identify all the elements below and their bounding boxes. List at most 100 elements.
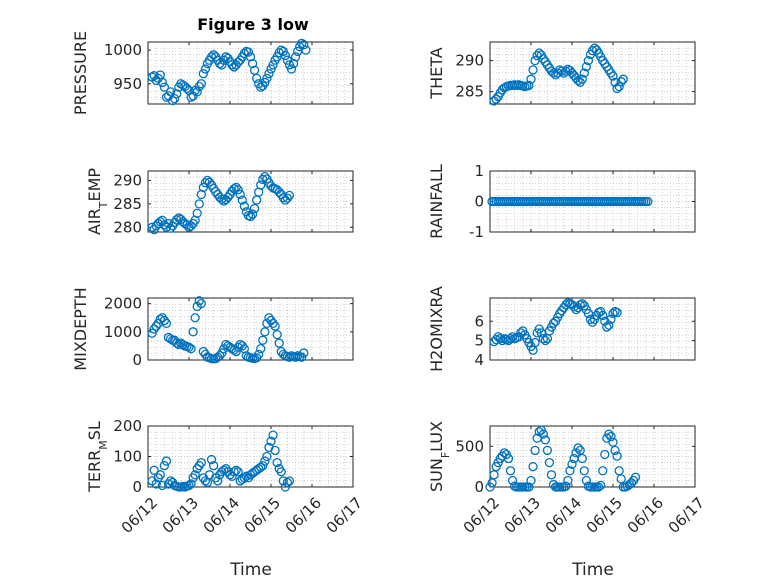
data-point	[587, 46, 598, 56]
data-point	[215, 351, 225, 361]
data-point	[587, 317, 598, 327]
data-point	[577, 453, 587, 464]
data-point	[561, 481, 571, 491]
x-axis-label-right: Time	[571, 560, 614, 580]
data-point	[245, 211, 256, 222]
data-point	[614, 81, 624, 92]
data-point	[217, 194, 227, 204]
data-point	[579, 466, 589, 476]
data-point	[567, 459, 577, 469]
data-point	[229, 467, 239, 477]
data-point	[290, 352, 301, 362]
y-tick-label: 6	[474, 312, 484, 330]
data-point	[249, 203, 260, 214]
data-point	[604, 320, 614, 330]
data-point	[573, 75, 583, 86]
data-point	[618, 74, 628, 84]
data-point	[196, 79, 206, 89]
data-point	[151, 321, 161, 331]
data-point	[526, 74, 536, 84]
data-point	[297, 38, 307, 48]
data-point	[266, 436, 276, 446]
data-point	[184, 480, 194, 491]
data-point	[190, 470, 200, 480]
data-point	[600, 449, 610, 460]
x-tick-label: 06/15	[583, 494, 626, 537]
data-point	[530, 337, 540, 348]
data-point	[233, 467, 243, 477]
data-point	[594, 482, 604, 492]
data-point	[260, 327, 270, 337]
figure-title: Figure 3 low	[197, 15, 309, 34]
data-point	[165, 87, 176, 97]
data-point	[190, 313, 200, 323]
data-point	[256, 344, 266, 354]
data-point	[219, 465, 229, 475]
data-point	[258, 460, 268, 471]
y-tick-label: 4	[474, 351, 484, 369]
data-point	[172, 338, 182, 348]
y-tick-label: 0	[474, 193, 484, 211]
data-point	[217, 60, 227, 70]
data-point	[213, 476, 223, 486]
data-point	[538, 429, 548, 439]
data-point	[526, 475, 536, 486]
data-point	[274, 48, 284, 58]
data-point	[239, 201, 250, 211]
data-point	[231, 346, 241, 357]
data-point	[608, 308, 618, 319]
data-point	[544, 457, 555, 468]
data-point	[272, 457, 282, 468]
data-point	[282, 477, 293, 488]
data-point	[247, 209, 258, 219]
data-point	[186, 344, 196, 354]
axes-box	[489, 297, 696, 361]
data-point	[231, 182, 241, 193]
data-point	[167, 95, 178, 106]
data-point	[155, 470, 165, 480]
data-point	[182, 83, 192, 94]
data-point	[198, 69, 209, 79]
subplot-mixdepth: 0 1000 2000 MIXDEPTH	[71, 287, 354, 371]
data-point	[643, 196, 653, 207]
data-point	[581, 475, 591, 486]
data-point	[540, 435, 550, 445]
data-point	[606, 314, 616, 324]
y-tick-label: 280	[113, 218, 142, 236]
subplot-pressure: 950 1000 PRESSURE	[71, 31, 354, 115]
x-tick-label: 06/13	[159, 494, 202, 537]
data-point	[149, 465, 159, 475]
y-tick-label: 290	[455, 52, 484, 70]
y-axis-label: PRESSURE	[71, 31, 90, 115]
data-point	[161, 318, 172, 329]
data-point	[602, 322, 612, 332]
data-points	[489, 43, 628, 106]
data-point	[276, 467, 286, 477]
data-point	[503, 453, 514, 464]
data-point	[528, 462, 538, 472]
x-tick-label: 06/16	[624, 494, 667, 537]
data-point	[540, 335, 550, 346]
data-point	[237, 195, 247, 205]
data-point	[524, 482, 534, 492]
data-points	[487, 196, 653, 207]
data-point	[505, 466, 516, 476]
y-axis-label: RAINFALL	[427, 164, 446, 239]
x-tick-label: 06/13	[501, 494, 544, 537]
data-point	[612, 83, 622, 94]
data-point	[288, 58, 299, 69]
data-point	[612, 451, 622, 461]
y-tick-label: -1	[469, 223, 484, 241]
data-point	[270, 445, 280, 456]
data-point	[268, 318, 278, 329]
data-point	[229, 184, 239, 194]
y-tick-label: 0	[132, 351, 142, 369]
data-point	[507, 475, 518, 486]
x-tick-label: 06/12	[460, 494, 503, 537]
data-point	[581, 62, 591, 72]
data-point	[561, 66, 571, 76]
data-point	[573, 443, 583, 453]
y-axis-label: THETA	[427, 47, 446, 99]
y-tick-label: 0	[474, 478, 484, 496]
